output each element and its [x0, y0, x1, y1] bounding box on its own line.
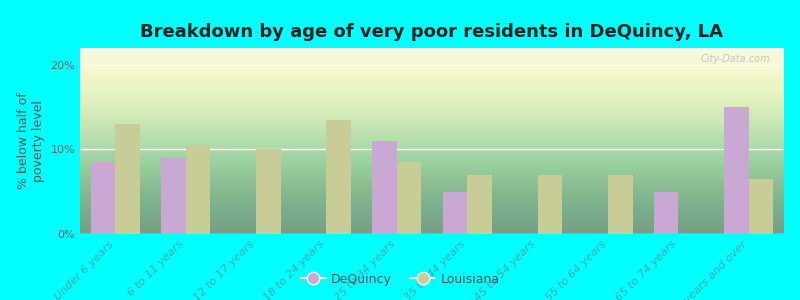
Legend: DeQuincy, Louisiana: DeQuincy, Louisiana	[296, 268, 504, 291]
Bar	[749, 179, 774, 234]
Bar	[467, 175, 492, 234]
Bar	[326, 120, 351, 234]
Bar	[724, 107, 749, 234]
Bar	[115, 124, 140, 234]
Bar	[538, 175, 562, 234]
Bar	[372, 141, 397, 234]
Text: City-Data.com: City-Data.com	[700, 54, 770, 64]
Bar	[256, 149, 281, 234]
Bar	[90, 162, 115, 234]
Bar	[442, 192, 467, 234]
Bar	[654, 192, 678, 234]
Title: Breakdown by age of very poor residents in DeQuincy, LA: Breakdown by age of very poor residents …	[141, 23, 723, 41]
Bar	[161, 158, 186, 234]
Bar	[608, 175, 633, 234]
Y-axis label: % below half of
poverty level: % below half of poverty level	[17, 93, 45, 189]
Bar	[397, 162, 422, 234]
Bar	[186, 145, 210, 234]
